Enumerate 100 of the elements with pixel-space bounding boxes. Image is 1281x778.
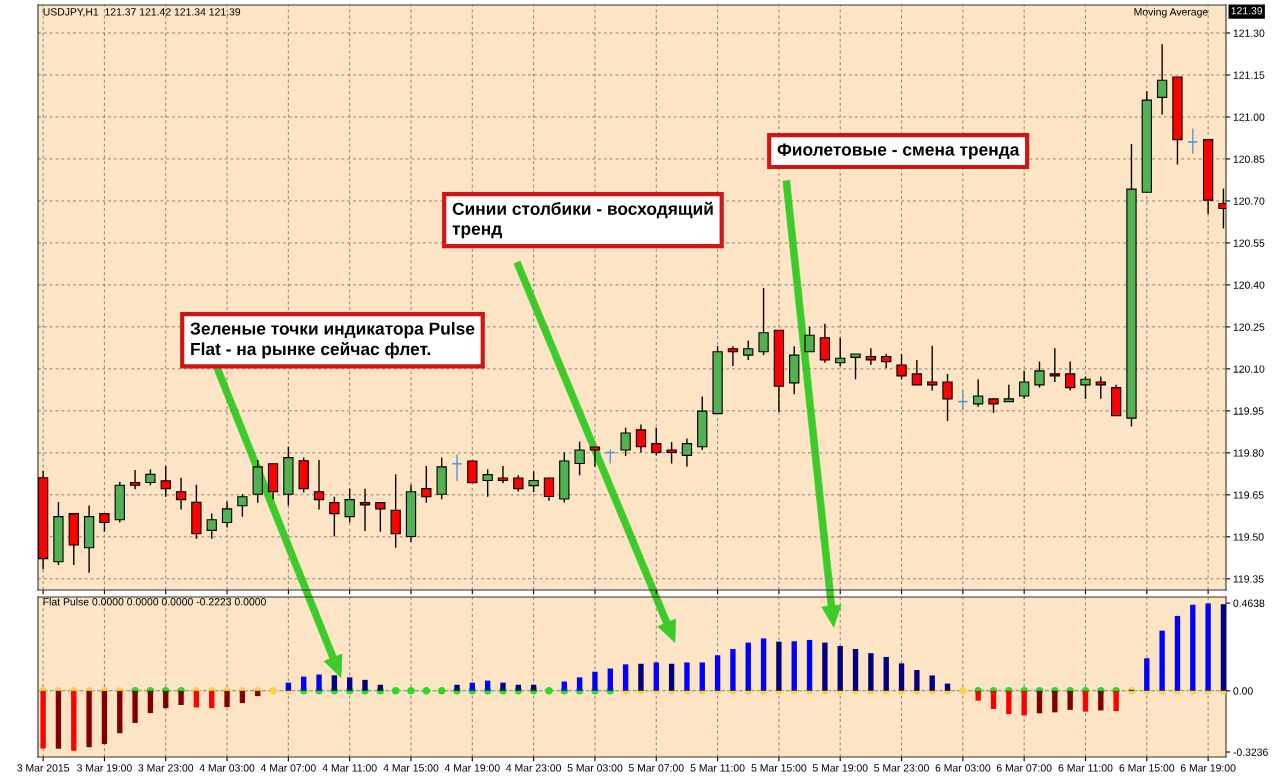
candlestick — [666, 441, 677, 465]
bar — [592, 671, 598, 691]
bar — [776, 641, 782, 691]
annotation: Синии столбики - восходящий тренд — [452, 201, 713, 239]
x-tick-label: 3 Mar 19:00 — [77, 764, 132, 772]
x-tick-label: 5 Mar 03:00 — [567, 764, 623, 772]
y-tick-label: 120.55 — [1233, 239, 1265, 247]
candlestick — [942, 373, 953, 422]
candlestick — [175, 477, 187, 511]
bar — [331, 675, 338, 691]
candlestick — [206, 512, 217, 540]
bar — [699, 662, 705, 691]
y-tick-label: 119.65 — [1233, 491, 1264, 499]
bar — [607, 668, 613, 691]
candlestick — [160, 465, 171, 498]
candlestick — [451, 453, 463, 482]
candlestick — [390, 473, 401, 549]
bar — [806, 639, 813, 691]
candlestick — [651, 426, 662, 457]
candlestick — [681, 437, 693, 468]
candlestick — [344, 487, 355, 524]
bar — [285, 682, 292, 691]
bar — [944, 683, 951, 691]
x-tick-label: 5 Mar 23:00 — [874, 764, 929, 772]
candlestick — [1187, 127, 1199, 155]
bar — [868, 653, 874, 691]
bar — [684, 662, 690, 691]
chart-title: USDJPY,H1 121.37 121.42 121.34 121.39 — [43, 8, 241, 17]
candlestick — [574, 440, 585, 476]
text: 121.39 — [1231, 7, 1263, 15]
bar — [898, 663, 905, 691]
candlestick — [727, 345, 739, 367]
bar — [500, 682, 506, 691]
candlestick — [819, 323, 831, 364]
candlestick — [221, 500, 233, 529]
x-tick-label: 4 Mar 23:00 — [506, 764, 562, 772]
x-tick-label: 4 Mar 15:00 — [383, 764, 439, 772]
bar — [1052, 690, 1058, 713]
candlestick — [1156, 43, 1168, 116]
y-tick-label: -0.3236 — [1233, 748, 1268, 756]
bar — [914, 670, 920, 691]
bar — [714, 655, 721, 691]
x-tick-label: 5 Mar 07:00 — [628, 764, 684, 772]
x-tick-label: 6 Mar 15:00 — [1119, 764, 1175, 772]
y-tick-label: 120.25 — [1233, 323, 1265, 331]
candlestick — [804, 326, 815, 353]
bar — [852, 649, 859, 691]
bar — [745, 642, 751, 691]
bar — [929, 675, 935, 691]
bar — [515, 684, 521, 691]
candlestick — [329, 496, 340, 538]
bar — [1113, 690, 1119, 712]
candlestick — [973, 378, 984, 408]
bar — [224, 690, 230, 708]
bar — [730, 649, 736, 691]
bar — [163, 690, 169, 709]
bar — [760, 638, 767, 691]
candlestick — [421, 465, 432, 504]
candlestick — [543, 477, 555, 502]
bar — [1067, 690, 1073, 710]
bar — [837, 645, 843, 691]
bar — [193, 690, 200, 708]
bar — [530, 684, 537, 691]
bar — [377, 684, 384, 691]
bar — [239, 690, 246, 704]
bar — [117, 690, 123, 734]
y-tick-label: 120.70 — [1233, 197, 1265, 205]
bar — [469, 682, 476, 691]
candlestick — [1080, 375, 1091, 400]
candlestick — [237, 493, 248, 518]
candlestick — [1019, 370, 1030, 400]
bar — [638, 663, 644, 691]
bar — [40, 690, 46, 749]
bar — [622, 664, 629, 691]
annotation: Зеленые точки индикатора Pulse Flat - на рынке сейчас флет. — [190, 322, 475, 359]
x-tick-label: 6 Mar 19:00 — [1180, 764, 1236, 772]
bar — [653, 662, 659, 691]
bar — [86, 690, 92, 748]
bar — [178, 690, 184, 705]
y-tick-label: 121.00 — [1233, 113, 1265, 121]
candlestick — [467, 460, 478, 484]
bar — [1006, 690, 1012, 715]
bar — [316, 674, 322, 691]
bar — [975, 690, 981, 701]
x-tick-label: 6 Mar 07:00 — [996, 764, 1052, 772]
candlestick — [589, 446, 601, 468]
y-tick-label: 121.15 — [1233, 71, 1265, 79]
candlestick — [620, 426, 631, 457]
y-tick-label: 119.50 — [1233, 533, 1264, 541]
y-tick-label: 119.95 — [1233, 407, 1264, 415]
bar — [822, 642, 828, 691]
x-tick-label: 5 Mar 19:00 — [812, 764, 868, 772]
candlestick — [865, 347, 877, 366]
bar — [454, 684, 460, 691]
y-tick-label: 120.85 — [1233, 155, 1265, 163]
candlestick — [927, 344, 938, 392]
candlestick — [911, 359, 923, 386]
bar — [1021, 690, 1027, 716]
bar — [147, 690, 154, 714]
bar — [1220, 604, 1226, 691]
